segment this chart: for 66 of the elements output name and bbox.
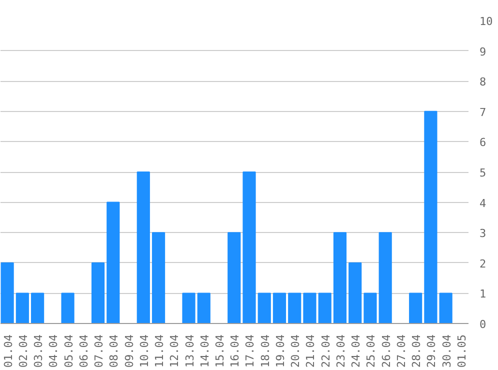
y-tick-label: 2 [480, 257, 486, 270]
y-tick-label: 8 [480, 76, 486, 89]
y-tick-label: 9 [480, 45, 486, 58]
bar [364, 292, 377, 324]
x-tick-label: 02.04 [16, 334, 30, 368]
x-tick-label: 18.04 [258, 334, 272, 368]
bar [288, 292, 302, 324]
y-tick-label: 6 [480, 136, 486, 150]
bar [409, 292, 422, 324]
x-tick-label: 11.04 [153, 334, 166, 368]
bar [228, 232, 241, 324]
bar [136, 172, 150, 324]
x-tick-label: 01.04 [2, 334, 15, 368]
x-tick-label: 30.04 [440, 334, 454, 368]
y-tick-label: 7 [480, 106, 486, 119]
x-tick-label: 08.04 [108, 334, 121, 368]
y-tick-label: 10 [480, 15, 493, 28]
x-tick-label: 20.04 [289, 334, 302, 368]
x-tick-label: 01.05 [455, 334, 468, 368]
x-tick-label: 29.04 [425, 334, 438, 368]
bar [0, 262, 14, 324]
y-tick-label: 3 [480, 227, 486, 240]
bar [91, 262, 105, 324]
bar [152, 232, 166, 324]
x-tick-label: 26.04 [380, 334, 393, 368]
x-tick-label: 06.04 [77, 334, 90, 368]
bar [439, 292, 452, 324]
bar [333, 232, 347, 324]
bar [16, 292, 29, 324]
x-tick-label: 12.04 [168, 334, 182, 368]
bar [303, 292, 316, 324]
x-tick-label: 13.04 [183, 334, 196, 368]
x-tick-label: 17.04 [244, 334, 257, 368]
x-tick-label: 14.04 [198, 334, 212, 368]
x-tick-label: 07.04 [92, 334, 106, 368]
x-tick-label: 09.04 [122, 334, 136, 368]
bar [106, 202, 120, 324]
y-tick-label: 4 [480, 196, 486, 210]
bar [348, 262, 362, 324]
bar [424, 110, 438, 324]
x-tick-label: 15.04 [214, 334, 226, 368]
bar [378, 232, 392, 324]
x-tick-label: 03.04 [32, 334, 46, 368]
y-tick-label: 0 [480, 318, 486, 331]
x-tick-label: 28.04 [410, 334, 424, 368]
x-tick-label: 10.04 [138, 334, 151, 368]
x-tick-label: 24.04 [350, 334, 363, 368]
x-tick-label: 16.04 [228, 334, 242, 368]
x-tick-label: 19.04 [274, 334, 287, 368]
y-tick-label: 5 [480, 166, 486, 180]
x-tick-label: 04.04 [47, 334, 60, 368]
bar [258, 292, 271, 324]
x-tick-label: 27.04 [394, 334, 408, 368]
x-tick-label: 22.04 [319, 334, 332, 368]
x-tick-label: 21.04 [304, 334, 318, 368]
x-tick-label: 05.04 [62, 334, 76, 368]
bar [242, 172, 256, 324]
bar [61, 292, 74, 324]
x-tick-label: 25.04 [364, 334, 378, 368]
y-tick-label: 1 [480, 288, 486, 301]
x-tick-label: 23.04 [334, 334, 348, 368]
bar [197, 292, 210, 324]
bar [318, 292, 332, 324]
bar [272, 292, 286, 324]
bar [182, 292, 196, 324]
bar [31, 292, 44, 324]
